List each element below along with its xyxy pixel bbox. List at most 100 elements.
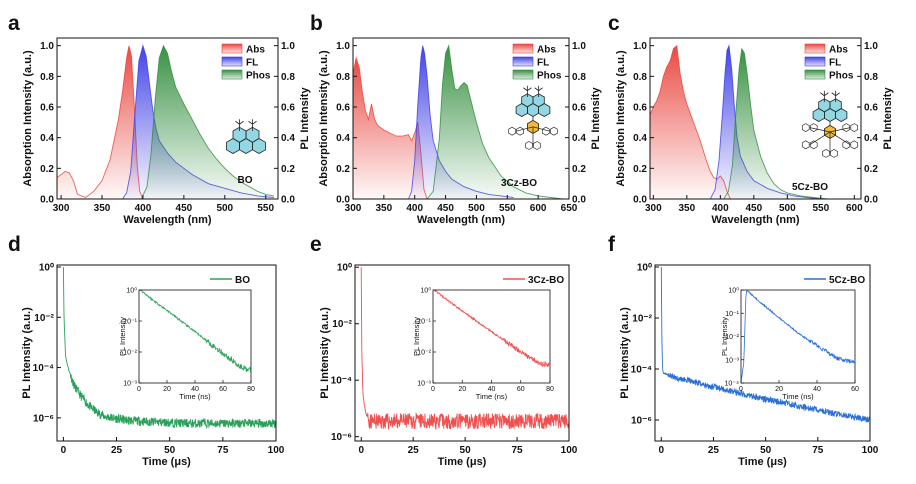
carbazole-unit xyxy=(801,123,818,133)
y-tick-label-left: 0.4 xyxy=(633,133,647,144)
legend-swatch-abs xyxy=(512,43,534,54)
series-area-abs xyxy=(650,45,731,200)
inset-y-axis-title: PL Intensity xyxy=(412,317,421,356)
decay-panel-d: 0 25 50 75 100 10⁻⁶ 10⁻⁴ 10⁻² 10⁰ Time (μs) PL Int… xyxy=(21,262,285,468)
carbazole-unit xyxy=(508,126,524,136)
inset-x-tick-label: 80 xyxy=(546,386,554,393)
x-tick-label: 350 xyxy=(376,203,393,214)
y-tick-label-left: 1.0 xyxy=(336,41,350,52)
panel-label-d: d xyxy=(8,233,21,256)
inset-decay-series xyxy=(740,289,856,384)
inset-x-tick-label: 20 xyxy=(458,386,466,393)
molecule-structure-a: BO xyxy=(226,119,266,186)
y-tick-label-right: 0.2 xyxy=(281,164,295,175)
panel-label-e: e xyxy=(310,233,322,256)
inset-x-tick-label: 40 xyxy=(191,386,199,393)
y-tick-label: 10⁻⁶ xyxy=(33,413,54,424)
inset-x-tick-label: 40 xyxy=(813,386,821,393)
legend-label: 5Cz-BO xyxy=(829,275,865,286)
x-tick-label: 400 xyxy=(712,203,729,214)
decay-series-3cz-bo xyxy=(360,267,570,430)
x-tick-label: 300 xyxy=(645,203,662,214)
y-axis-title: PL Intensity (a.u.) xyxy=(619,307,631,399)
molecule-structure-c: 5Cz-BO xyxy=(792,90,859,193)
y-tick-label-left: 0.6 xyxy=(40,103,54,114)
y-tick-label-left: 0.0 xyxy=(336,195,350,206)
x-tick-label: 450 xyxy=(437,203,454,214)
inset-x-tick-label: 20 xyxy=(775,386,783,393)
inset-y-tick-label: 10⁻² xyxy=(725,334,739,341)
legend-label-abs: Abs xyxy=(537,45,556,56)
plot-frame xyxy=(649,37,862,200)
x-tick-label: 100 xyxy=(862,445,879,456)
y-tick-label: 10⁻² xyxy=(332,319,352,330)
spectrum-panel-c: 300 350 400 450 500 550 6000.00.20.40.60.81.00… xyxy=(615,37,894,226)
y-tick-label-right: 1.0 xyxy=(572,41,586,52)
carbazole-unit xyxy=(822,148,838,158)
decay-series-bo xyxy=(62,266,277,430)
y-tick-label-right: 1.0 xyxy=(281,41,295,52)
y-tick-label-left: 0.0 xyxy=(40,195,54,206)
x-tick-label: 50 xyxy=(760,445,772,456)
legend-swatch-phos xyxy=(512,69,534,80)
inset-x-axis-title: Time (ns) xyxy=(476,392,508,401)
legend-swatch-fl xyxy=(804,56,826,67)
molecule-ring xyxy=(245,126,260,143)
inset-x-axis-title: Time (ns) xyxy=(782,392,814,401)
x-tick-label: 450 xyxy=(176,203,193,214)
y-tick-label-right: 0.6 xyxy=(572,103,586,114)
inset-y-tick-label: 10⁻² xyxy=(417,350,431,357)
y-tick-label-right: 0.0 xyxy=(281,195,295,206)
legend-label-abs: Abs xyxy=(829,45,848,56)
molecule-ring xyxy=(532,93,545,108)
x-tick-label: 75 xyxy=(217,445,229,456)
molecule-bond xyxy=(829,131,851,146)
y-axis-title-left: Absorption Intensity (a.u.) xyxy=(318,50,330,187)
series-area-fl xyxy=(408,45,514,200)
carbazole-unit xyxy=(525,141,541,150)
decay-panel-f: 0 25 50 75 100 10⁻⁶ 10⁻⁴ 10⁻² 10⁰ Time (μs) PL Int… xyxy=(619,263,879,468)
y-tick-label-left: 0.4 xyxy=(336,133,350,144)
series-area-phos xyxy=(427,45,563,200)
y-tick-label-left: 0.8 xyxy=(336,72,350,83)
spectrum-panel-b: 300 350 400 450 500 550 600 6500.00.20.40.60.81… xyxy=(318,37,602,226)
inset-plot: 0 20 40 60 80 10⁻³ 10⁻² 10⁻¹ 10⁰ Time (ns) PL Inte… xyxy=(412,287,554,402)
tert-butyl-group xyxy=(534,85,543,97)
inset-frame xyxy=(432,289,551,384)
inset-x-tick-label: 60 xyxy=(219,386,227,393)
inset-x-tick-label: 20 xyxy=(163,386,171,393)
legend-swatch-abs xyxy=(221,43,243,54)
y-tick-label: 10⁰ xyxy=(39,262,54,273)
carbazole-unit xyxy=(842,123,859,133)
inset-y-tick-label: 10⁻² xyxy=(123,350,137,357)
x-tick-label: 550 xyxy=(812,203,829,214)
x-tick-label: 25 xyxy=(708,445,720,456)
x-tick-label: 550 xyxy=(499,203,516,214)
inset-y-axis-title: PL Intensity xyxy=(720,317,729,356)
x-tick-label: 100 xyxy=(561,445,578,456)
y-tick-label: 10⁻⁴ xyxy=(331,376,352,387)
inset-y-tick-label: 10⁰ xyxy=(126,287,137,295)
x-tick-label: 0 xyxy=(61,445,67,456)
plot-frame xyxy=(654,264,871,442)
decay-panel-e: 0 25 50 75 100 10⁻⁶ 10⁻⁴ 10⁻² 10⁰ Time (μs) PL Int… xyxy=(319,263,578,468)
y-tick-label: 10⁻⁴ xyxy=(33,363,54,374)
y-tick-label-left: 0.8 xyxy=(40,72,54,83)
inset-x-tick-label: 40 xyxy=(488,386,496,393)
series-line-phos xyxy=(723,47,828,200)
x-tick-label: 100 xyxy=(268,445,285,456)
y-axis-title-right: PL Intensity xyxy=(882,87,894,150)
inset-plot: 0 20 40 60 80 10⁻³ 10⁻² 10⁻¹ 10⁰ Time (ns) PL Inte… xyxy=(118,287,255,402)
inset-y-tick-label: 10⁻¹ xyxy=(725,311,739,318)
y-tick-label: 10⁻² xyxy=(34,313,54,324)
y-tick-label: 10⁰ xyxy=(637,263,652,274)
x-axis-title: Wavelength (nm) xyxy=(123,214,212,226)
legend-swatch-fl xyxy=(221,56,243,67)
inset-decay-series xyxy=(139,289,252,373)
x-tick-label: 500 xyxy=(468,203,485,214)
y-tick-label-left: 0.6 xyxy=(336,103,350,114)
y-tick-label-right: 1.0 xyxy=(864,41,878,52)
inset-x-tick-label: 0 xyxy=(739,386,743,393)
legend-label-phos: Phos xyxy=(537,71,562,82)
